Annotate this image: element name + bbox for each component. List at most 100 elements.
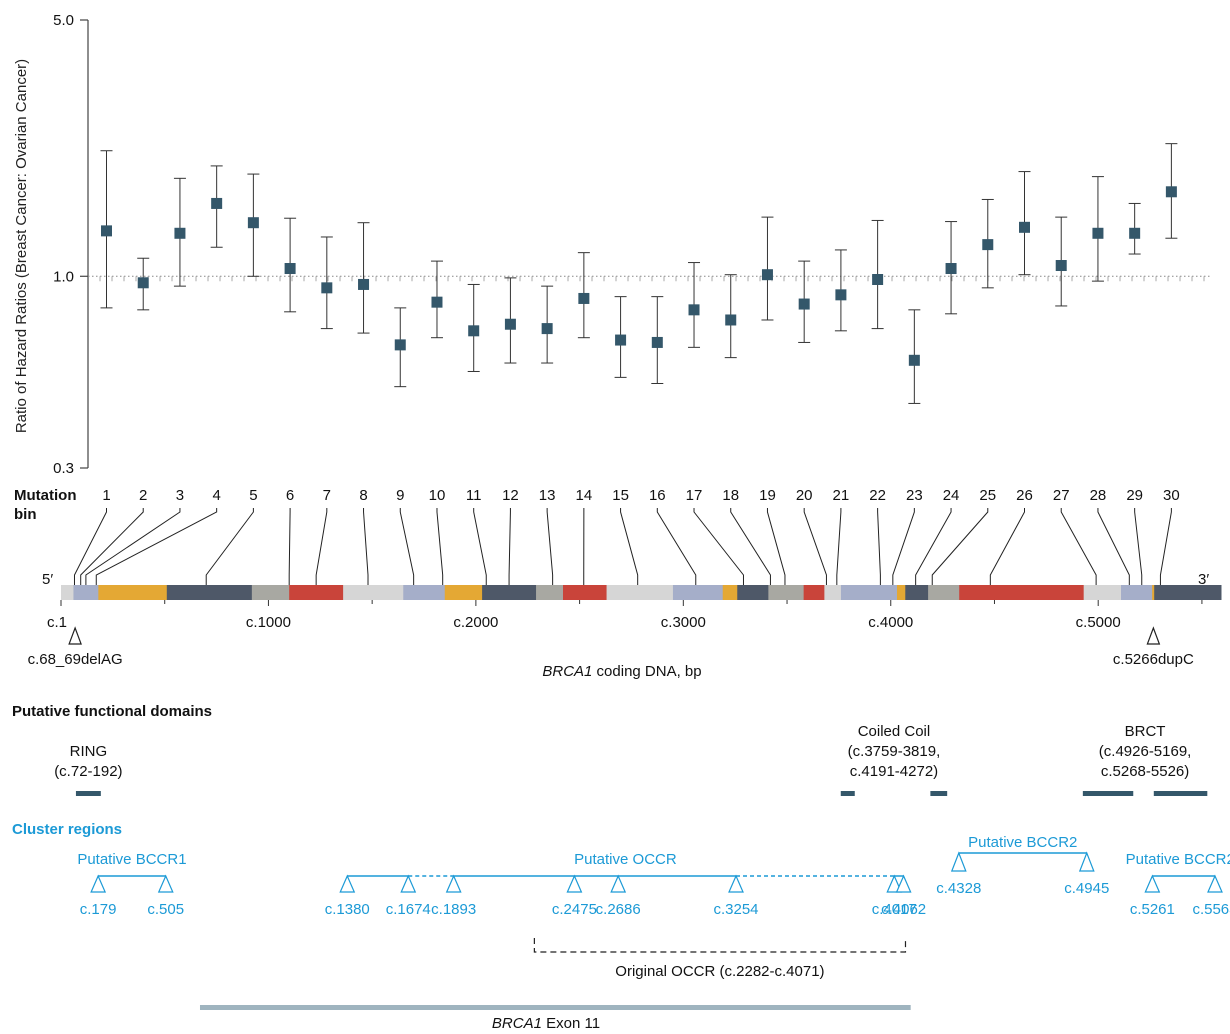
data-point	[284, 263, 296, 275]
y-tick-label: 0.3	[53, 460, 74, 477]
gene-segment	[959, 585, 1085, 600]
domain-range: (c.3759-3819,	[848, 743, 941, 760]
cluster-point-icon	[339, 874, 356, 893]
data-point	[358, 278, 370, 290]
data-point	[908, 354, 920, 366]
bin-connector	[836, 508, 842, 585]
mutation-marker-icon	[1146, 626, 1161, 645]
bin-label: 20	[796, 487, 813, 504]
functional-domains: RING (c.72-192) Coiled Coil (c.3759-3819, c.…	[54, 723, 1208, 796]
cluster-point-label: c.4945	[1064, 880, 1109, 897]
domain-span	[930, 791, 948, 796]
mutation-marker-icon	[68, 626, 82, 645]
gene-segment	[803, 585, 825, 600]
bin-connector	[73, 508, 107, 585]
bin-connector	[315, 508, 328, 585]
bin-label: 12	[502, 487, 519, 504]
cluster-label: Putative BCCR2	[968, 834, 1077, 851]
cluster-point-label: c.5261	[1130, 901, 1175, 918]
data-point	[394, 339, 406, 351]
bin-label: 19	[759, 487, 776, 504]
bin-label: 10	[429, 487, 446, 504]
gene-segment	[824, 585, 842, 600]
bin-connector	[436, 508, 444, 585]
y-axis-label: Ratio of Hazard Ratios (Breast Cancer: O…	[13, 59, 30, 433]
gene-segment	[905, 585, 929, 600]
cluster-point-label: c.1893	[431, 901, 476, 918]
data-point	[211, 197, 223, 209]
cluster-regions: Putative BCCR1 c.179 c.505 Putative OCCR c.1…	[77, 834, 1230, 918]
gene-segment	[768, 585, 805, 600]
bin-connector	[892, 508, 915, 585]
data-point	[725, 314, 737, 326]
original-occr-label: Original OCCR (c.2282-c.4071)	[615, 963, 824, 980]
bin-label: 25	[979, 487, 996, 504]
data-points	[101, 186, 1177, 366]
gene-segment	[343, 585, 404, 600]
cluster-point-label: c.1674	[386, 901, 431, 918]
bin-connector	[399, 508, 415, 585]
gene-segment	[251, 585, 290, 600]
data-point	[1092, 227, 1104, 239]
bin-label: 2	[139, 487, 147, 504]
data-point	[137, 277, 149, 289]
reference-line	[88, 275, 1212, 282]
gene-segment	[928, 585, 960, 600]
data-point	[541, 323, 553, 335]
bin-connector	[1097, 508, 1130, 585]
cluster-point-icon	[950, 851, 967, 872]
gene-segment	[896, 585, 906, 600]
bin-label: 24	[943, 487, 960, 504]
domain-range-2: c.4191-4272)	[850, 763, 938, 780]
bin-connector	[620, 508, 639, 585]
cluster-point-label: c.4062	[881, 901, 926, 918]
data-point	[798, 298, 810, 310]
gene-axis-label: BRCA1 coding DNA, bp	[542, 663, 701, 680]
data-point	[835, 289, 847, 301]
bin-label: 11	[466, 487, 482, 504]
cluster-point-label: c.1380	[325, 901, 370, 918]
gene-axis-ticks: c.1 c.1000 c.2000 c.3000 c.4000 c.5000	[47, 600, 1203, 631]
bin-connector	[1159, 508, 1172, 585]
cluster-point-label: c.2686	[596, 901, 641, 918]
gene-segment	[73, 585, 99, 600]
exon-11-bar	[199, 1005, 911, 1010]
bin-connector	[1134, 508, 1143, 585]
data-point	[468, 325, 480, 337]
gene-tick-label: c.1	[47, 614, 67, 631]
bin-connector	[80, 508, 144, 585]
bin-label: 26	[1016, 487, 1033, 504]
gene-segment	[61, 585, 74, 600]
bin-label: 7	[323, 487, 331, 504]
cluster-point-icon	[445, 874, 462, 893]
gene-segment	[1083, 585, 1122, 600]
gene-segment	[606, 585, 674, 600]
cluster-point-icon	[895, 874, 912, 893]
bin-label: 28	[1090, 487, 1107, 504]
bin-connector	[1060, 508, 1097, 585]
cluster-label: Putative BCCR1	[77, 851, 186, 868]
gene-segment	[563, 585, 608, 600]
data-point	[872, 273, 884, 285]
mutation-marker-label: c.68_69delAG	[28, 651, 123, 668]
domain-name: Coiled Coil	[858, 723, 931, 740]
cluster-point-label: c.4017	[872, 901, 917, 918]
gene-segment	[403, 585, 446, 600]
bin-connector	[205, 508, 254, 585]
bin-connectors	[73, 508, 1172, 585]
cluster-point-icon	[728, 874, 744, 893]
exon-11-label: BRCA1 Exon 11	[492, 1015, 600, 1032]
cluster-point-icon	[400, 874, 417, 893]
bin-label: 17	[686, 487, 703, 504]
gene-segment	[1154, 585, 1222, 600]
bin-label: 15	[612, 487, 629, 504]
domain-span	[840, 791, 855, 796]
domain-name: BRCT	[1125, 723, 1166, 740]
y-tick-label: 1.0	[53, 268, 74, 285]
bin-label: 27	[1053, 487, 1070, 504]
bin-label: 14	[576, 487, 593, 504]
domains-header: Putative functional domains	[12, 703, 212, 720]
bin-connector	[508, 508, 511, 585]
bin-label: 22	[869, 487, 886, 504]
domain-range: (c.4926-5169,	[1099, 743, 1192, 760]
